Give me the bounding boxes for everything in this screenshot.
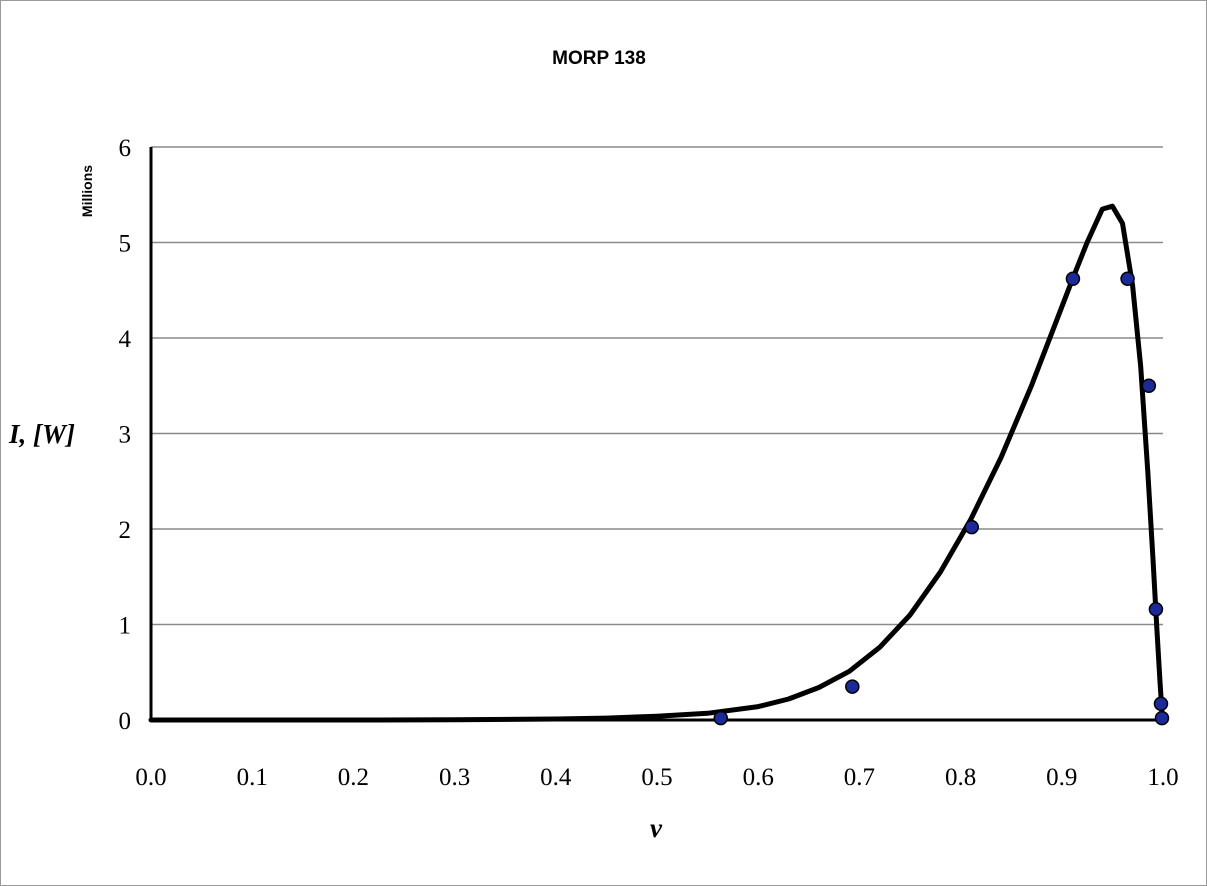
- y-tick-label: 3: [119, 422, 132, 449]
- data-point: [713, 710, 729, 726]
- data-points: [713, 271, 1170, 726]
- x-tick-label: 0.1: [237, 764, 268, 791]
- x-tick-label: 1.0: [1147, 764, 1178, 791]
- data-point: [1065, 271, 1081, 287]
- x-tick-label: 0.4: [540, 764, 572, 791]
- data-point: [1154, 710, 1170, 726]
- chart-title: MORP 138: [552, 48, 646, 69]
- y-unit-label: Millions: [79, 165, 95, 217]
- data-point: [1153, 696, 1169, 712]
- fit-curve: [148, 203, 1166, 723]
- tick-labels: 0 1 2 3 4 5 6 0.0 0.1 0.2 0.3 0.4 0.5 0.6 0.7 0.8 0.9 1.0: [119, 135, 1179, 791]
- y-tick-label: 1: [119, 613, 132, 640]
- x-tick-label: 0.2: [338, 764, 369, 791]
- y-tick-label: 0: [119, 708, 132, 735]
- x-tick-label: 0.7: [844, 764, 875, 791]
- x-tick-label: 0.6: [743, 764, 774, 791]
- data-point: [845, 679, 860, 694]
- y-tick-label: 5: [119, 231, 132, 258]
- data-point: [964, 519, 979, 535]
- data-point: [1148, 601, 1164, 617]
- x-tick-label: 0.5: [641, 764, 672, 791]
- y-axis-title: I, [W]: [8, 419, 75, 449]
- y-tick-label: 6: [119, 135, 132, 162]
- x-tick-label: 0.0: [135, 764, 166, 791]
- x-tick-label: 0.3: [439, 764, 470, 791]
- gridlines: [151, 146, 1163, 626]
- y-tick-label: 4: [119, 326, 132, 353]
- y-tick-label: 2: [119, 517, 132, 544]
- x-tick-label: 0.8: [945, 764, 976, 791]
- x-tick-label: 0.9: [1046, 764, 1077, 791]
- data-point: [1141, 378, 1157, 393]
- data-point: [1120, 271, 1135, 287]
- x-axis-title: v: [650, 813, 663, 843]
